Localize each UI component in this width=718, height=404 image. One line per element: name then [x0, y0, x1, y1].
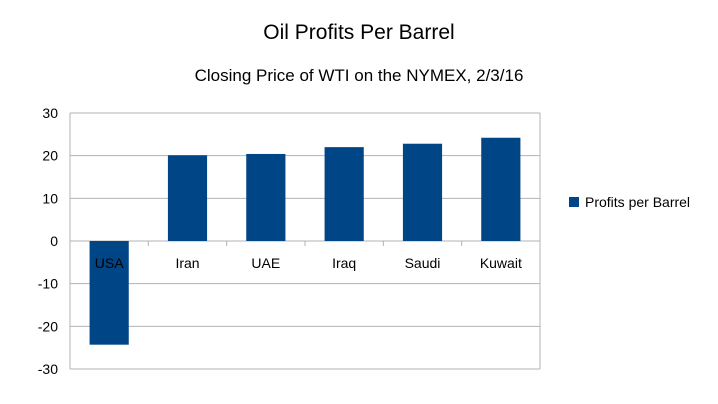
category-label: Kuwait: [480, 255, 522, 271]
bars: [89, 137, 521, 345]
legend-label: Profits per Barrel: [585, 194, 690, 210]
plot-area: 30 20 10 0 -10 -20 -30 USA Iran UAE Iraq Saudi Kuwa…: [38, 105, 541, 377]
category-label: UAE: [251, 255, 280, 271]
chart-subtitle: Closing Price of WTI on the NYMEX, 2/3/1…: [195, 66, 524, 85]
y-tick-label: 0: [50, 233, 58, 249]
y-tick-label: 30: [42, 105, 58, 121]
y-tick-label: 10: [42, 190, 58, 206]
y-tick-label: -10: [38, 276, 58, 292]
legend: Profits per Barrel: [569, 194, 690, 210]
chart-title: Oil Profits Per Barrel: [263, 21, 454, 44]
y-tick-label: -20: [38, 318, 58, 334]
legend-swatch: [569, 197, 579, 207]
category-label: Iran: [175, 255, 199, 271]
y-tick-label: -30: [38, 361, 58, 377]
bar-iran: [167, 155, 208, 241]
bar-uae: [246, 153, 286, 241]
category-label: USA: [95, 255, 124, 271]
bar-usa: [89, 241, 129, 345]
bar-iraq: [324, 147, 364, 241]
gridlines: [69, 112, 541, 370]
y-tick-label: 20: [42, 148, 58, 164]
bar-kuwait: [481, 137, 521, 241]
bar-saudi: [402, 143, 443, 241]
category-labels: USA Iran UAE Iraq Saudi Kuwait: [95, 255, 522, 271]
category-label: Saudi: [405, 255, 441, 271]
category-label: Iraq: [332, 255, 356, 271]
y-axis-ticks: 30 20 10 0 -10 -20 -30: [38, 105, 58, 377]
